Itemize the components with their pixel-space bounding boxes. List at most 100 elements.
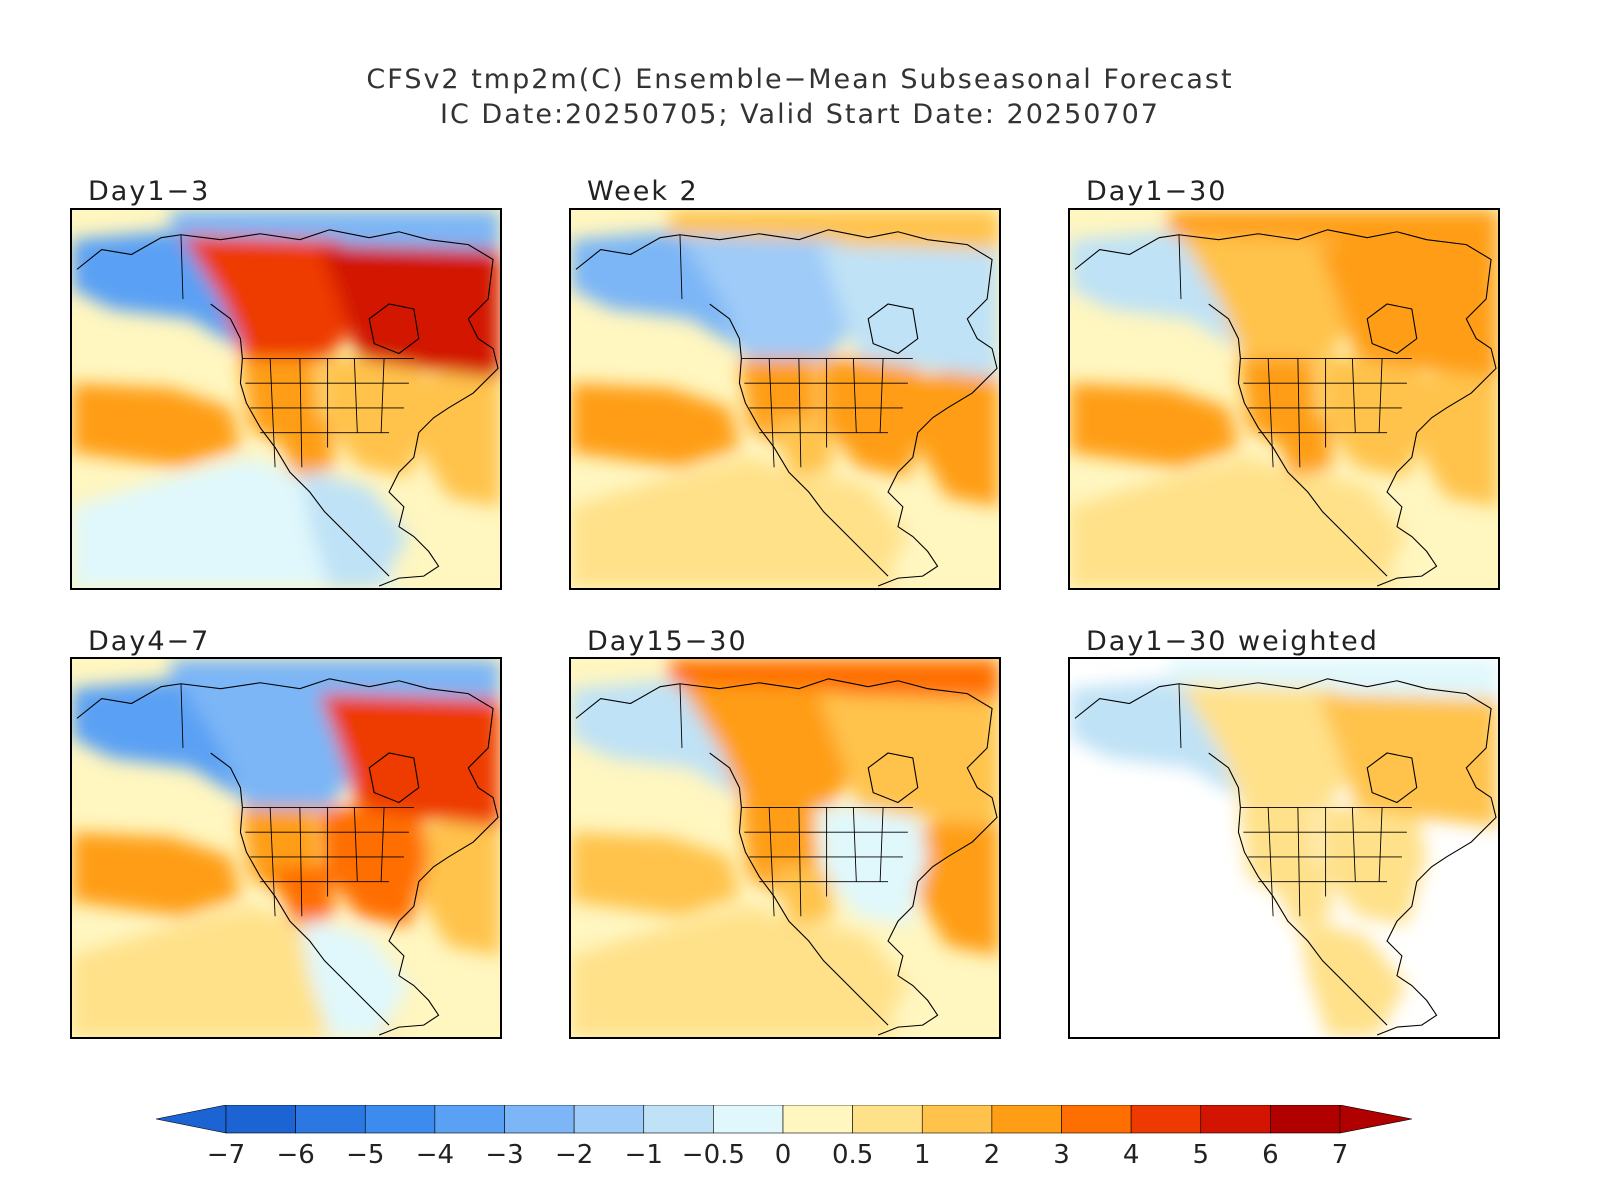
colorbar-segment xyxy=(573,1105,645,1134)
panel-label-day4-7: Day4−7 xyxy=(88,626,211,657)
colorbar-segment xyxy=(782,1105,853,1134)
anomaly-region-mexico xyxy=(1297,916,1407,1037)
anomaly-region-atlantic xyxy=(917,807,999,956)
panel-label-day1-30: Day1−30 xyxy=(1086,176,1228,207)
anomaly-region-arctic xyxy=(670,210,999,255)
colorbar-tick-label: −3 xyxy=(485,1140,523,1170)
anomaly-region-mexico xyxy=(1297,467,1407,588)
anomaly-region-nw-canada xyxy=(1178,683,1358,808)
anomaly-region-east-us xyxy=(1317,358,1427,478)
anomaly-region-mexico xyxy=(798,467,908,588)
anomaly-region-atlantic xyxy=(917,358,999,507)
colorbar-segment xyxy=(434,1105,505,1134)
anomaly-region-hudson-bay-west xyxy=(1317,244,1498,379)
anomaly-region-east-us xyxy=(1317,807,1427,927)
state-borders xyxy=(1178,683,1412,917)
anomaly-region-pacific-band xyxy=(571,383,740,468)
anomaly-region-east-us xyxy=(818,807,928,927)
anomaly-region-pacific-band xyxy=(571,832,740,917)
anomaly-region-nw-canada xyxy=(180,234,360,359)
colorbar-over-arrow xyxy=(1339,1105,1413,1134)
anomaly-region-arctic xyxy=(1169,659,1498,704)
map-panel-day1-30-weighted xyxy=(1068,657,1500,1039)
coastline xyxy=(575,678,998,1036)
colorbar-segment xyxy=(504,1105,575,1134)
anomaly-region-nw-canada xyxy=(679,234,859,359)
coastline xyxy=(76,678,499,1036)
anomaly-region-hudson-bay-west xyxy=(319,244,500,379)
colorbar: −7 −6 −5 −4 −3 −2 −1 −0.5 0 0.5 1 2 3 4 5 6 7 xyxy=(155,1105,1413,1170)
anomaly-region-arctic xyxy=(171,659,500,704)
state-borders xyxy=(180,683,414,917)
colorbar-tick-label: −7 xyxy=(207,1140,245,1170)
figure-title: CFSv2 tmp2m(C) Ensemble−Mean Subseasonal… xyxy=(0,62,1600,132)
anomaly-region-mexico xyxy=(798,916,908,1037)
colorbar-tick-label: 6 xyxy=(1262,1140,1279,1170)
colorbar-segment xyxy=(295,1105,366,1134)
map-panel-day15-30 xyxy=(569,657,1001,1039)
colorbar-segment xyxy=(852,1105,923,1134)
anomaly-region-atlantic xyxy=(1416,358,1498,507)
colorbar-segment xyxy=(1130,1105,1202,1134)
anomaly-region-arctic xyxy=(1169,210,1498,255)
anomaly-region-east-us xyxy=(818,358,928,478)
anomaly-region-atlantic xyxy=(418,807,500,956)
colorbar-tick-label: −4 xyxy=(416,1140,454,1170)
colorbar-segment xyxy=(225,1105,296,1134)
map-panel-day4-7 xyxy=(70,657,502,1039)
colorbar-tick-label: 0 xyxy=(775,1140,792,1170)
colorbar-tick-label: 2 xyxy=(984,1140,1001,1170)
colorbar-segment xyxy=(991,1105,1062,1134)
anomaly-region-pacific-band xyxy=(1070,383,1239,468)
anomaly-region-east-us xyxy=(319,807,429,927)
map-panel-day1-30 xyxy=(1068,208,1500,590)
colorbar-tick-label: 5 xyxy=(1192,1140,1209,1170)
coastline xyxy=(76,229,499,587)
colorbar-segment xyxy=(1270,1105,1341,1134)
anomaly-region-nw-canada xyxy=(679,683,859,808)
panel-label-day1-3: Day1−3 xyxy=(88,176,211,207)
colorbar-tick-label: 0.5 xyxy=(832,1140,873,1170)
anomaly-region-mexico xyxy=(299,467,409,588)
state-borders xyxy=(679,683,913,917)
anomaly-region-nw-canada xyxy=(180,683,360,808)
panel-label-week2: Week 2 xyxy=(587,176,699,207)
anomaly-region-mexico xyxy=(299,916,409,1037)
title-line-1: CFSv2 tmp2m(C) Ensemble−Mean Subseasonal… xyxy=(366,64,1234,95)
anomaly-region-hudson-bay-west xyxy=(1317,693,1498,828)
title-line-2: IC Date:20250705; Valid Start Date: 2025… xyxy=(440,99,1160,130)
coastline xyxy=(1074,678,1497,1036)
colorbar-tick-label: 7 xyxy=(1332,1140,1349,1170)
colorbar-tick-label: −2 xyxy=(555,1140,593,1170)
anomaly-region-pacific-band xyxy=(72,832,241,917)
panel-label-day15-30: Day15−30 xyxy=(587,626,748,657)
colorbar-tick-label: 1 xyxy=(914,1140,931,1170)
state-borders xyxy=(1178,234,1412,468)
map-panel-week2 xyxy=(569,208,1001,590)
colorbar-tick-label: −1 xyxy=(625,1140,663,1170)
coastline xyxy=(1074,229,1497,587)
colorbar-tick-label: −6 xyxy=(276,1140,314,1170)
anomaly-region-arctic xyxy=(670,659,999,704)
anomaly-region-nw-canada xyxy=(1178,234,1358,359)
colorbar-tick-label: −5 xyxy=(346,1140,384,1170)
colorbar-tick-label: −0.5 xyxy=(682,1140,745,1170)
colorbar-segment xyxy=(1061,1105,1132,1134)
anomaly-region-hudson-bay-west xyxy=(818,244,999,379)
panel-label-day1-30-weighted: Day1−30 weighted xyxy=(1086,626,1379,657)
anomaly-region-east-us xyxy=(319,358,429,478)
state-borders xyxy=(679,234,913,468)
map-panel-day1-3 xyxy=(70,208,502,590)
coastline xyxy=(575,229,998,587)
anomaly-region-hudson-bay-west xyxy=(818,693,999,828)
colorbar-under-arrow xyxy=(155,1105,227,1134)
colorbar-tick-label: 4 xyxy=(1123,1140,1140,1170)
anomaly-region-atlantic xyxy=(418,358,500,507)
colorbar-segment xyxy=(364,1105,436,1134)
colorbar-segment xyxy=(1200,1105,1271,1134)
colorbar-segment xyxy=(713,1105,784,1134)
colorbar-segment xyxy=(921,1105,993,1134)
anomaly-region-arctic xyxy=(171,210,500,255)
anomaly-region-pacific-band xyxy=(72,383,241,468)
colorbar-tick-label: 3 xyxy=(1053,1140,1070,1170)
